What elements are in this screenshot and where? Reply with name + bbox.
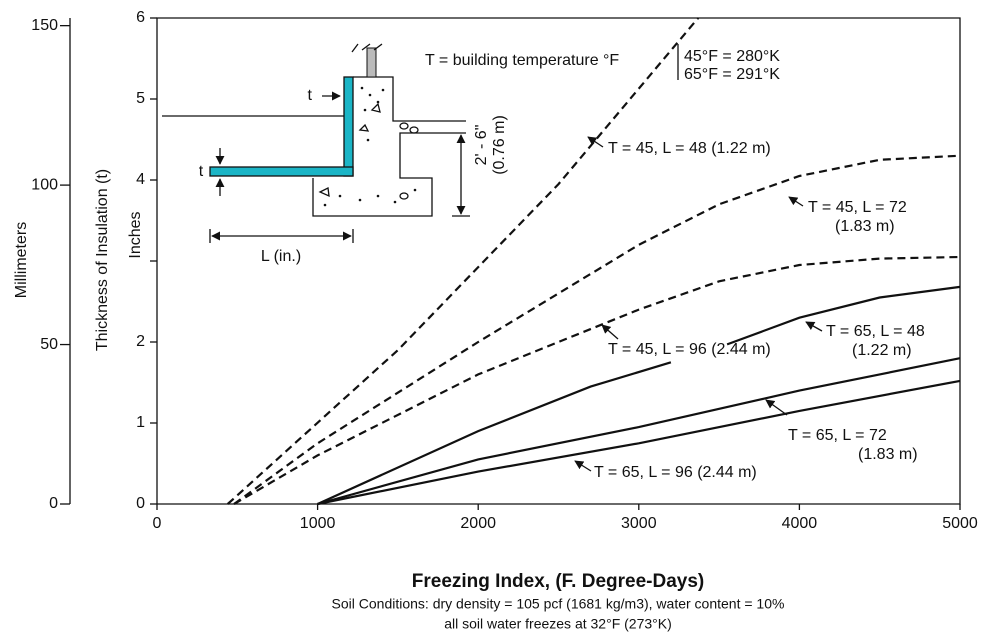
annotation-arrow xyxy=(788,196,804,207)
y-unit: Inches xyxy=(127,211,144,258)
annotation: T = 65, L = 72 xyxy=(788,427,887,444)
annotation-arrow xyxy=(587,136,604,148)
y-tick-label: 2 xyxy=(136,333,145,350)
diagram-label: (0.76 m) xyxy=(491,115,508,175)
series-line xyxy=(233,154,961,505)
series-line xyxy=(317,379,961,506)
note: all soil water freezes at 32°F (273°K) xyxy=(444,616,672,632)
x-tick-label: 3000 xyxy=(621,515,657,532)
annotation-arrow xyxy=(765,399,788,416)
x-tick-label: 2000 xyxy=(460,515,496,532)
diagram-label: t xyxy=(308,87,313,104)
diagram-label: t xyxy=(199,163,204,180)
legend-text: 65°F = 291°K xyxy=(684,66,780,83)
y-tick-label: 6 xyxy=(136,9,145,26)
y-tick-label: 5 xyxy=(136,90,145,107)
annotation-arrow xyxy=(805,321,823,332)
x-tick-label: 4000 xyxy=(782,515,818,532)
annotation: T = 45, L = 96 (2.44 m) xyxy=(608,341,771,358)
series-line xyxy=(317,285,961,506)
x-axis-label: Freezing Index, (F. Degree-Days) xyxy=(412,571,704,592)
y2-unit: Millimeters xyxy=(13,222,30,298)
annotation-arrow xyxy=(574,460,592,472)
annotation: T = 65, L = 96 (2.44 m) xyxy=(594,464,757,481)
y-axis-label: Thickness of Insulation (t) xyxy=(94,169,111,351)
x-tick-label: 0 xyxy=(153,515,162,532)
y2-tick-label: 50 xyxy=(40,336,58,353)
annotation: T = 65, L = 48 xyxy=(826,323,925,340)
legend-text: T = building temperature °F xyxy=(425,52,619,69)
x-tick-label: 5000 xyxy=(942,515,978,532)
y2-tick-label: 150 xyxy=(31,17,58,34)
series-line xyxy=(226,17,700,505)
series-line xyxy=(317,357,961,506)
legend-text: 45°F = 280°K xyxy=(684,48,780,65)
y-tick-label: 4 xyxy=(136,171,145,188)
y2-tick-label: 0 xyxy=(49,495,58,512)
x-tick-label: 1000 xyxy=(300,515,336,532)
annotation: T = 45, L = 48 (1.22 m) xyxy=(608,140,771,157)
footing-diagram xyxy=(162,43,470,243)
annotation: T = 45, L = 72 xyxy=(808,199,907,216)
series-line xyxy=(233,255,961,505)
annotation: (1.83 m) xyxy=(835,218,895,235)
annotation-arrow xyxy=(601,324,619,340)
y2-tick-label: 100 xyxy=(31,176,58,193)
annotation: (1.83 m) xyxy=(858,446,918,463)
y-tick-label: 0 xyxy=(136,495,145,512)
y-tick-label: 1 xyxy=(136,414,145,431)
diagram-label: L (in.) xyxy=(261,248,301,265)
annotation: (1.22 m) xyxy=(852,342,912,359)
note: Soil Conditions: dry density = 105 pcf (… xyxy=(332,596,785,612)
diagram-label: 2' - 6" xyxy=(473,125,490,166)
